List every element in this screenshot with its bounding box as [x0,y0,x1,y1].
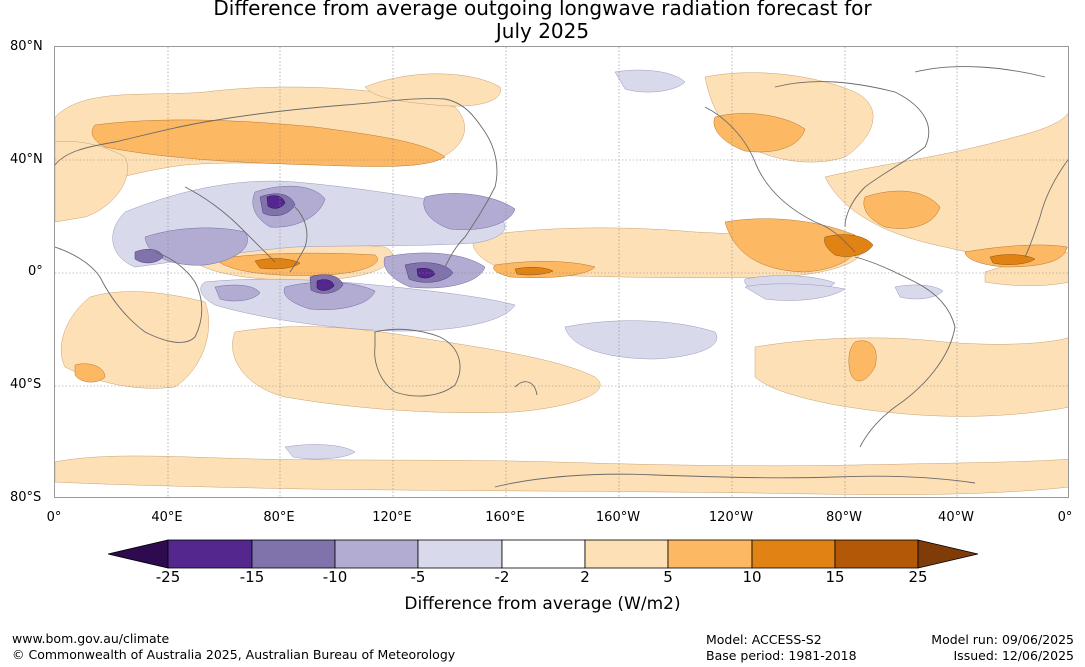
footer-base-period: Base period: 1981-2018 [706,648,857,663]
lon-label-160w: 160°W [595,510,641,525]
lon-label-80e: 80°E [263,510,295,525]
lat-label-80n: 80°N [10,39,43,54]
lon-label-40e: 40°E [151,510,183,525]
lon-label-0-right: 0° [1057,510,1073,525]
colorbar [108,539,978,569]
colorbar-swatch-6 [584,539,669,569]
footer-copyright: © Commonwealth of Australia 2025, Austra… [12,647,456,662]
graticule [55,47,1068,497]
colorbar-tick-5: -2 [494,568,510,586]
colorbar-swatch-2 [251,539,336,569]
lon-label-40w: 40°W [938,510,974,525]
map-title: Difference from average outgoing longwav… [0,0,1085,43]
title-line-2: July 2025 [495,19,590,43]
footer-model-run: Model run: 09/06/2025 [931,632,1074,647]
positive-anomaly-dark [254,234,1036,276]
colorbar-tick-4: -5 [410,568,426,586]
colorbar-tick-7: 5 [663,568,673,586]
colorbar-swatch-1 [167,539,253,569]
lon-label-0-left: 0° [46,510,62,525]
colorbar-left-arrow [108,539,169,569]
anomaly-map [54,46,1069,498]
colorbar-title: Difference from average (W/m2) [404,594,681,614]
lat-label-0: 0° [28,264,43,279]
lat-label-40s: 40°S [10,377,42,392]
coastlines [55,66,1068,488]
anomaly-map-svg [55,47,1068,497]
colorbar-tick-8: 10 [742,568,762,586]
colorbar-swatch-5 [501,539,586,569]
colorbar-tick-9: 15 [825,568,845,586]
colorbar-tick-6: 2 [580,568,590,586]
lon-label-80w: 80°W [826,510,862,525]
colorbar-tick-1: -25 [155,568,181,586]
colorbar-right-arrow [917,539,978,569]
colorbar-swatch-3 [334,539,419,569]
negative-anomaly-darkest [266,195,436,291]
colorbar-tick-3: -10 [322,568,348,586]
colorbar-swatch-8 [751,539,836,569]
lon-label-120e: 120°E [372,510,412,525]
lat-label-80s: 80°S [10,490,42,505]
lon-label-120w: 120°W [708,510,754,525]
footer-issued: Issued: 12/06/2025 [953,648,1075,663]
colorbar-swatch-9 [834,539,919,569]
lat-label-40n: 40°N [10,152,43,167]
colorbar-tick-10: 25 [908,568,928,586]
colorbar-tick-2: -15 [239,568,265,586]
footer-website: www.bom.gov.au/climate [12,631,170,646]
lon-label-160e: 160°E [485,510,525,525]
colorbar-swatch-4 [417,539,503,569]
footer-model: Model: ACCESS-S2 [706,632,822,647]
title-line-1: Difference from average outgoing longwav… [213,0,872,20]
colorbar-swatch-7 [667,539,753,569]
